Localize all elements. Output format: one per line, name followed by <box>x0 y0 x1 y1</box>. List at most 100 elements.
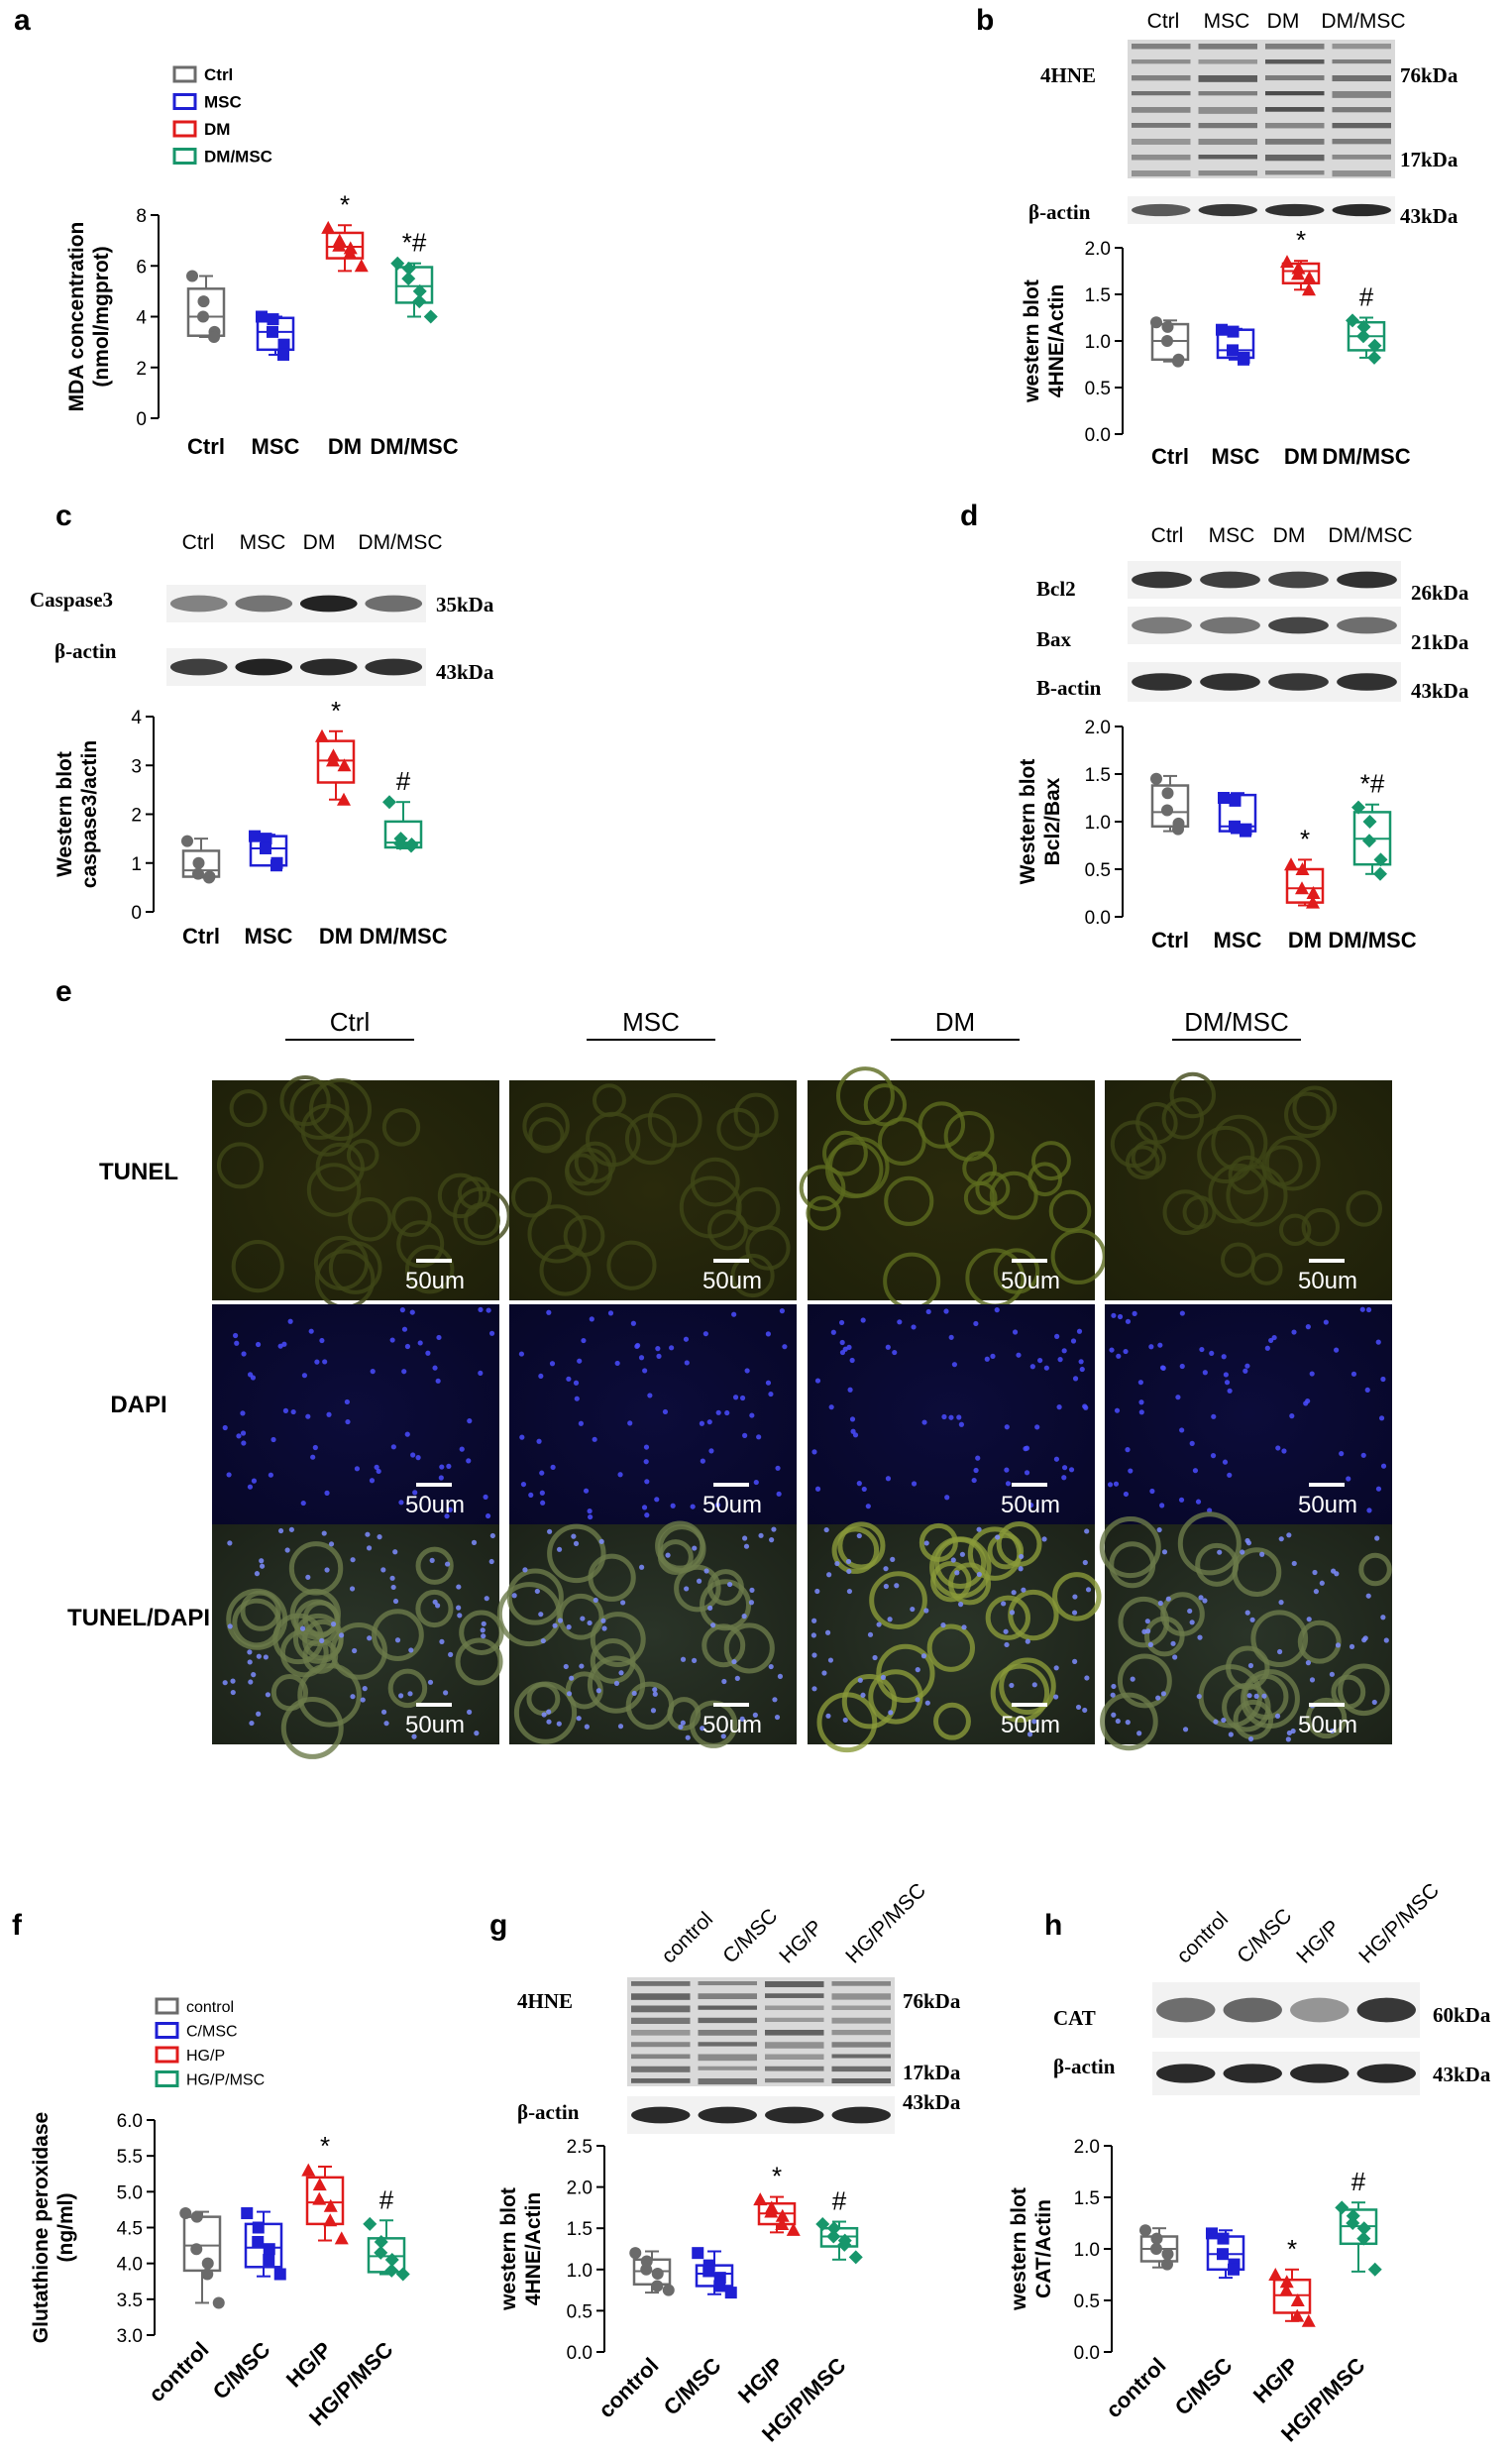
data-point <box>1367 338 1382 353</box>
nucleus <box>1383 1637 1389 1643</box>
nucleus <box>888 1710 894 1716</box>
tissue-ring <box>396 1220 445 1269</box>
tissue-ring <box>455 1637 503 1686</box>
nucleus <box>1247 1662 1254 1669</box>
nucleus <box>563 1663 569 1670</box>
data-point <box>332 238 347 252</box>
nucleus <box>350 1557 356 1563</box>
nucleus <box>867 1631 874 1637</box>
nucleus <box>726 1581 733 1588</box>
data-point <box>192 867 204 880</box>
tissue-ring <box>1131 1140 1166 1175</box>
tissue-ring <box>1233 1699 1274 1740</box>
nucleus <box>519 1434 525 1440</box>
nucleus <box>1221 1717 1227 1724</box>
nucleus <box>268 1472 273 1478</box>
nucleus <box>995 1534 1001 1540</box>
scale-bar-label: 50um <box>1298 1268 1357 1294</box>
data-point <box>256 310 268 323</box>
data-point <box>1217 2248 1229 2261</box>
nucleus <box>1339 1451 1345 1457</box>
nucleus <box>581 1337 587 1344</box>
tissue-ring <box>313 1235 369 1290</box>
data-point <box>1161 804 1173 817</box>
nucleus <box>249 1720 255 1727</box>
nucleus <box>814 1378 821 1384</box>
data-point <box>208 331 220 343</box>
nucleus <box>328 1541 335 1547</box>
nucleus <box>415 1455 421 1461</box>
nucleus <box>1244 1610 1250 1616</box>
data-point <box>1367 2262 1382 2277</box>
nucleus <box>1004 1467 1010 1473</box>
micrograph-column-label: MSC <box>622 1007 680 1037</box>
nucleus <box>314 1359 320 1365</box>
nucleus <box>227 1540 233 1546</box>
y-tick-label: 2.0 <box>567 2179 593 2199</box>
nucleus <box>412 1490 418 1496</box>
nucleus <box>680 1656 687 1662</box>
nucleus <box>1071 1610 1078 1616</box>
nucleus <box>577 1358 583 1364</box>
nucleus <box>1329 1671 1335 1677</box>
blot-band <box>1265 91 1325 96</box>
data-point <box>1295 862 1310 875</box>
data-point <box>1150 2232 1163 2245</box>
tissue-ring <box>539 1244 592 1296</box>
nucleus <box>911 1481 918 1487</box>
data-point <box>390 256 405 271</box>
nucleus <box>739 1716 745 1722</box>
tissue-ring <box>733 1092 779 1138</box>
nucleus <box>1159 1503 1165 1509</box>
data-point <box>263 2254 275 2267</box>
blot-band <box>831 2054 891 2059</box>
tissue-ring <box>929 1536 992 1599</box>
nucleus <box>322 1359 328 1365</box>
nucleus <box>401 1369 407 1375</box>
nucleus <box>1240 1549 1245 1555</box>
data-point <box>640 2263 653 2276</box>
blot-lane-label: DM <box>303 531 336 554</box>
blot-band <box>831 1993 891 2000</box>
y-tick-label: 0.5 <box>1085 860 1111 881</box>
blot-size-label: 43kDa <box>903 2090 961 2114</box>
nucleus <box>432 1365 438 1371</box>
nucleus <box>588 1513 594 1520</box>
data-point <box>201 2257 214 2270</box>
blot-size-label: 60kDa <box>1433 2003 1491 2027</box>
nucleus <box>1221 1354 1227 1360</box>
nucleus <box>1132 1310 1137 1316</box>
tissue-ring <box>1100 1692 1158 1751</box>
nucleus <box>444 1513 450 1519</box>
nucleus <box>852 1432 859 1438</box>
blot-band <box>1265 44 1325 50</box>
nucleus <box>1079 1366 1085 1373</box>
data-point <box>267 325 278 338</box>
blot-lane-label: HG/P <box>1292 1916 1345 1968</box>
data-point <box>837 2237 852 2252</box>
blot-lane-label: HG/P/MSC <box>1354 1879 1444 1968</box>
nucleus <box>1278 1536 1284 1542</box>
nucleus <box>956 1414 962 1420</box>
blot-band <box>631 2078 691 2083</box>
nucleus <box>467 1418 473 1424</box>
scale-bar-label: 50um <box>702 1268 762 1294</box>
blot-band <box>1290 2064 1350 2083</box>
box-C/MSC <box>241 2207 286 2281</box>
blot-band <box>1156 2064 1216 2083</box>
data-point <box>334 2231 349 2245</box>
y-tick-label: 1.0 <box>1085 332 1111 353</box>
nucleus <box>1147 1641 1153 1647</box>
y-tick-label: 4 <box>131 708 142 728</box>
y-tick-label: 6 <box>136 257 147 278</box>
tissue-ring <box>330 1622 387 1680</box>
tissue-ring <box>527 1204 587 1264</box>
nucleus <box>1138 1409 1144 1415</box>
nucleus <box>1001 1601 1007 1607</box>
blot-band <box>1200 616 1260 634</box>
nucleus <box>312 1444 318 1451</box>
nucleus <box>1309 1371 1315 1377</box>
nucleus <box>478 1370 484 1376</box>
box-HG/P: * <box>753 2162 801 2236</box>
tissue-ring <box>216 1142 264 1189</box>
